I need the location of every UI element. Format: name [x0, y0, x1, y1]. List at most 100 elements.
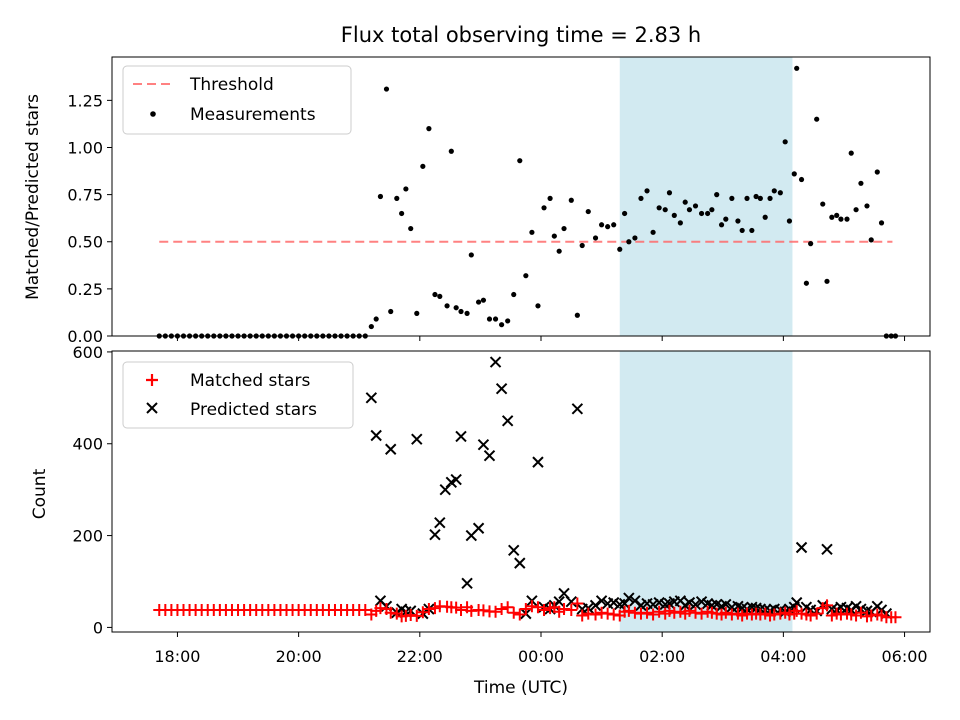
- measurement-point: [757, 195, 763, 201]
- measurement-point: [767, 195, 773, 201]
- measurement-point: [632, 235, 638, 241]
- measurement-point: [617, 246, 623, 252]
- top-legend-box: [122, 65, 352, 135]
- measurement-point: [529, 229, 535, 235]
- bottom-x-tick-label: 22:00: [397, 647, 443, 666]
- bottom-x-tick-label: 06:00: [881, 647, 927, 666]
- matched-star-marker: [495, 603, 508, 616]
- matched-star-marker: [507, 606, 520, 619]
- measurement-point: [848, 150, 854, 156]
- predicted-star-marker: [689, 598, 702, 611]
- measurement-point: [723, 216, 729, 222]
- predicted-star-marker: [450, 473, 462, 486]
- measurement-point: [561, 225, 567, 232]
- measurement-point: [622, 210, 628, 217]
- measurement-point: [782, 139, 788, 145]
- measurement-point: [626, 239, 632, 245]
- measurement-point: [791, 171, 797, 177]
- measurement-point: [517, 158, 523, 164]
- measurement-point: [656, 205, 662, 211]
- legend-measurements-label: Measurements: [190, 105, 316, 125]
- bottom-x-tick-label: 18:00: [154, 647, 200, 666]
- measurement-point: [605, 224, 611, 230]
- predicted-star-marker: [411, 433, 423, 445]
- legend-predicted-swatch: [146, 402, 158, 414]
- matched-star-marker: [622, 604, 635, 617]
- measurement-point: [786, 218, 793, 224]
- matched-star-marker: [576, 609, 589, 622]
- bottom-x-tick-label: 00:00: [518, 647, 564, 666]
- measurement-point: [714, 192, 720, 198]
- measurement-point: [662, 207, 668, 213]
- matched-star-marker: [455, 603, 468, 616]
- matched-star-marker: [489, 605, 502, 618]
- measurement-point: [762, 214, 768, 220]
- measurement-point: [505, 318, 511, 324]
- measurement-point: [368, 323, 374, 330]
- legend-measurements-swatch: [150, 111, 156, 117]
- measurement-point: [814, 116, 820, 122]
- measurement-point: [844, 216, 850, 222]
- measurement-point: [585, 208, 591, 215]
- measurement-point: [541, 205, 547, 211]
- bottom-axes-frame: [111, 350, 931, 633]
- measurement-point: [749, 227, 755, 234]
- predicted-star-marker: [790, 596, 803, 609]
- predicted-star-marker: [429, 528, 441, 541]
- measurement-point: [644, 188, 650, 194]
- measurement-point: [666, 190, 673, 196]
- top-axes-frame: [111, 56, 931, 337]
- matched-star-marker: [653, 605, 666, 618]
- measurement-point: [838, 216, 844, 222]
- matched-star-marker: [589, 608, 602, 621]
- measurement-point: [468, 252, 474, 258]
- measurement-point: [682, 199, 688, 205]
- measurement-point: [486, 316, 493, 322]
- bottom-y-axis-label: Count: [30, 468, 50, 519]
- measurement-point: [437, 293, 443, 300]
- measurement-point: [523, 273, 529, 279]
- measurement-point: [709, 207, 715, 213]
- measurement-point: [568, 197, 574, 203]
- measurement-point: [426, 126, 432, 132]
- measurement-point: [705, 210, 711, 217]
- measurement-point: [399, 210, 405, 217]
- matched-star-marker: [501, 601, 514, 614]
- measurement-point: [475, 299, 482, 305]
- predicted-star-marker: [595, 595, 608, 607]
- measurement-point: [686, 207, 693, 213]
- measurement-point: [650, 229, 656, 235]
- measurement-point: [480, 297, 487, 303]
- predicted-star-marker: [495, 382, 508, 395]
- predicted-star-marker: [623, 592, 635, 604]
- measurement-point: [853, 207, 859, 213]
- legend-matched-label: Matched stars: [190, 371, 310, 391]
- predicted-star-marker: [514, 557, 526, 569]
- matched-star-marker: [565, 603, 578, 616]
- measurement-point: [547, 195, 553, 201]
- matched-star-marker: [538, 603, 551, 616]
- measurement-point: [408, 225, 414, 232]
- matched-star-marker: [889, 611, 902, 624]
- measurement-point: [671, 212, 677, 218]
- bottom-legend-box: [122, 361, 354, 429]
- measurement-point: [744, 195, 750, 201]
- predicted-star-marker: [477, 438, 490, 451]
- measurement-point: [414, 310, 420, 316]
- chart-title: Flux total observing time = 2.83 h: [341, 23, 701, 47]
- measurement-point: [794, 65, 800, 71]
- measurement-point: [511, 291, 517, 298]
- measurement-point: [464, 310, 470, 316]
- measurement-point: [777, 190, 783, 196]
- matched-star-marker: [804, 609, 817, 622]
- measurement-point: [718, 222, 725, 228]
- predicted-star-marker: [571, 403, 584, 415]
- measurement-point: [394, 195, 400, 201]
- measurement-point: [453, 305, 459, 311]
- measurement-point: [420, 163, 426, 169]
- measurement-point: [377, 193, 384, 200]
- top-y-tick-label: 0.25: [67, 280, 103, 299]
- legend-matched-swatch: [146, 374, 158, 386]
- measurement-point: [858, 180, 864, 186]
